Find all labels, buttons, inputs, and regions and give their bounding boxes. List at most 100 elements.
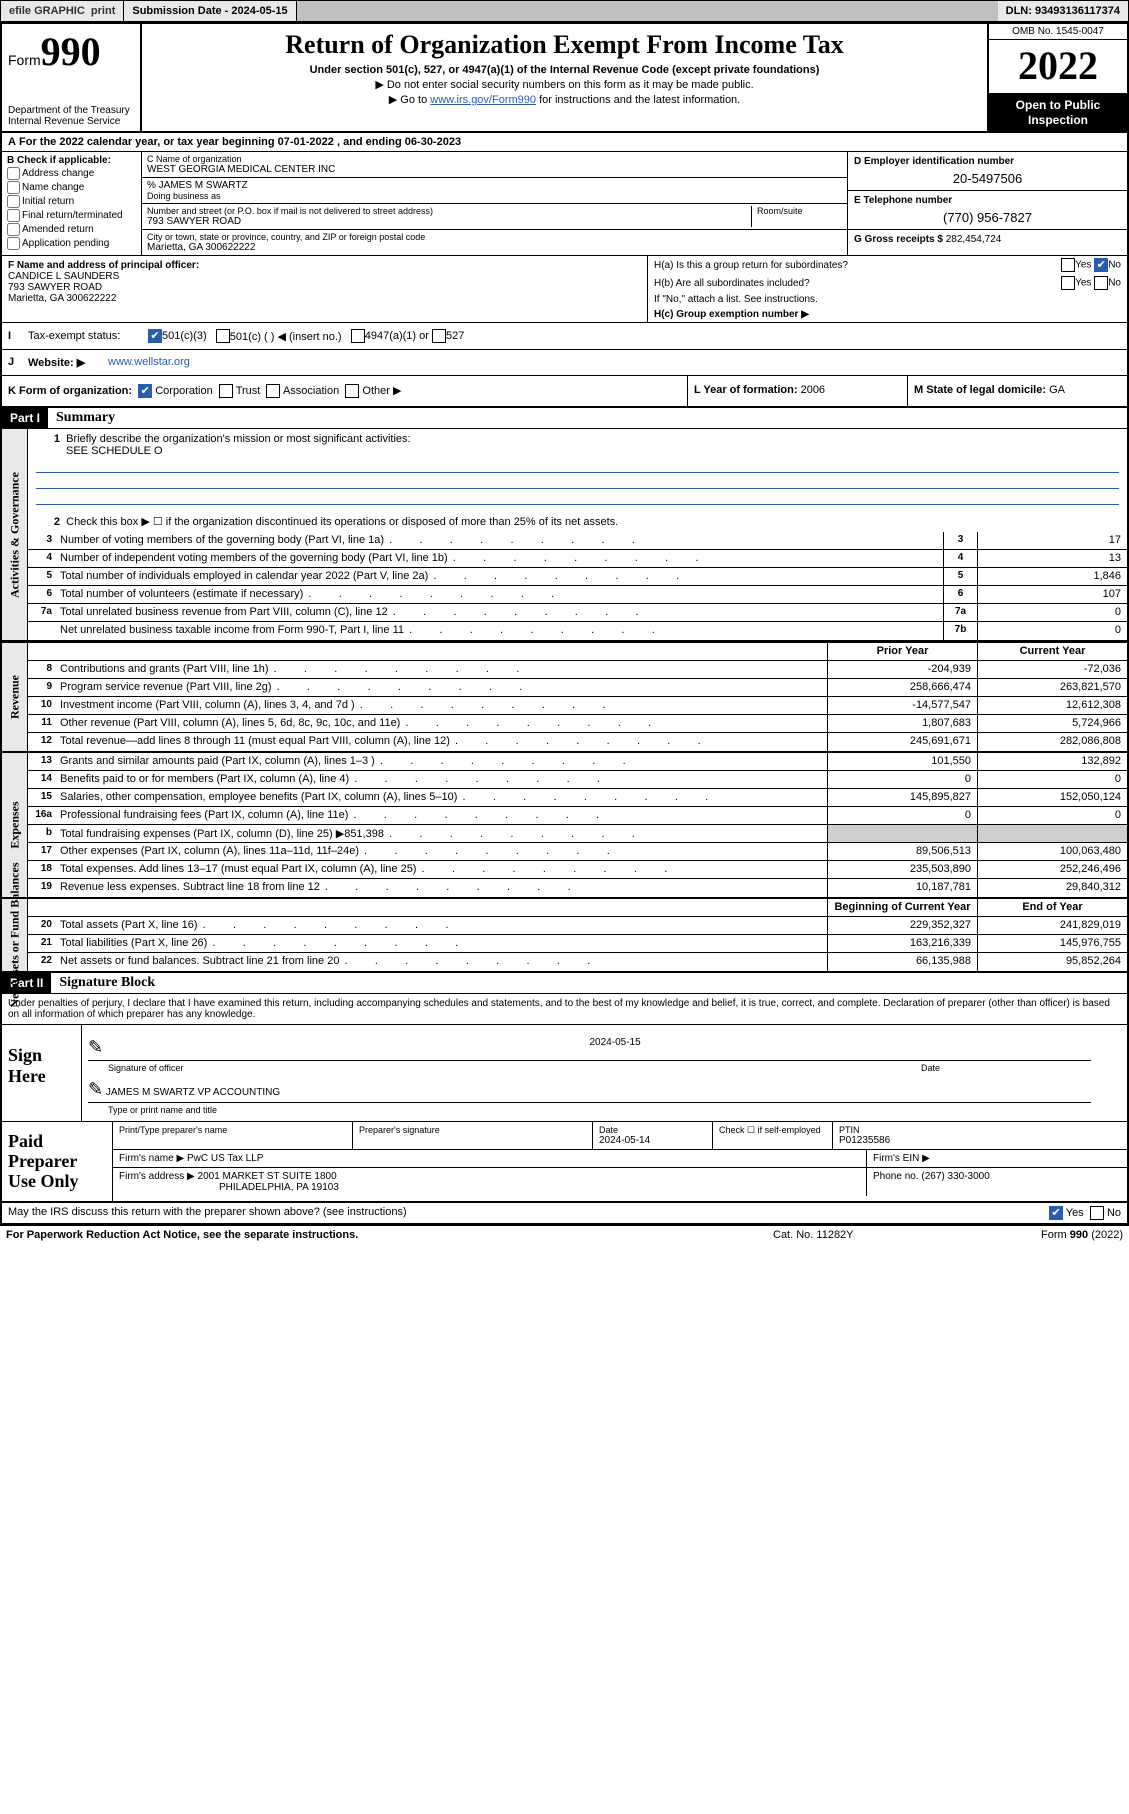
chk-initial-return[interactable]	[7, 195, 20, 208]
summary-line-7a: 7a Total unrelated business revenue from…	[28, 604, 1127, 622]
preparer-date: 2024-05-14	[599, 1135, 706, 1146]
chk-address-change[interactable]	[7, 167, 20, 180]
activities-governance-section: Activities & Governance 1 Briefly descri…	[2, 429, 1127, 642]
tax-year: 2022	[989, 40, 1127, 94]
city-label: City or town, state or province, country…	[147, 232, 842, 242]
paid-preparer-block: Paid Preparer Use Only Print/Type prepar…	[2, 1122, 1127, 1203]
row-f-h: F Name and address of principal officer:…	[2, 256, 1127, 323]
form-number: Form990	[8, 28, 134, 75]
summary-line-9: 9 Program service revenue (Part VIII, li…	[28, 679, 1127, 697]
ha-yes[interactable]	[1061, 258, 1075, 272]
chk-527[interactable]	[432, 329, 446, 343]
row-a-tax-year: A For the 2022 calendar year, or tax yea…	[2, 133, 1127, 152]
org-name-label: C Name of organization	[147, 154, 842, 164]
form-title: Return of Organization Exempt From Incom…	[150, 30, 979, 60]
summary-line-21: 21 Total liabilities (Part X, line 26) 1…	[28, 935, 1127, 953]
mission-line	[36, 475, 1119, 489]
summary-line-7b: Net unrelated business taxable income fr…	[28, 622, 1127, 640]
chk-other[interactable]	[345, 384, 359, 398]
dept-label: Department of the Treasury	[8, 105, 134, 116]
ha-no[interactable]: ✔	[1094, 258, 1108, 272]
paperwork-notice: For Paperwork Reduction Act Notice, see …	[6, 1229, 773, 1241]
chk-4947[interactable]	[351, 329, 365, 343]
summary-line-18: 18 Total expenses. Add lines 13–17 (must…	[28, 861, 1127, 879]
chk-final-return[interactable]	[7, 209, 20, 222]
paid-preparer-label: Paid Preparer Use Only	[2, 1122, 112, 1201]
sign-here-label: Sign Here	[2, 1025, 82, 1121]
header-title-block: Return of Organization Exempt From Incom…	[142, 24, 987, 131]
summary-line-16a: 16a Professional fundraising fees (Part …	[28, 807, 1127, 825]
discuss-row: May the IRS discuss this return with the…	[2, 1203, 1127, 1224]
form-version: Form 990 (2022)	[973, 1229, 1123, 1241]
state-domicile: GA	[1049, 384, 1065, 396]
col-c-org-info: C Name of organization WEST GEORGIA MEDI…	[142, 152, 847, 255]
subtitle-2: ▶ Do not enter social security numbers o…	[150, 78, 979, 91]
summary-line-17: 17 Other expenses (Part IX, column (A), …	[28, 843, 1127, 861]
omb-number: OMB No. 1545-0047	[989, 24, 1127, 40]
header-right: OMB No. 1545-0047 2022 Open to Public In…	[987, 24, 1127, 131]
principal-officer: F Name and address of principal officer:…	[2, 256, 647, 322]
summary-line-3: 3 Number of voting members of the govern…	[28, 532, 1127, 550]
toolbar-spacer	[297, 1, 998, 21]
summary-line-15: 15 Salaries, other compensation, employe…	[28, 789, 1127, 807]
firm-phone: (267) 330-3000	[921, 1171, 989, 1182]
summary-line-6: 6 Total number of volunteers (estimate i…	[28, 586, 1127, 604]
summary-line-10: 10 Investment income (Part VIII, column …	[28, 697, 1127, 715]
print-button[interactable]: print	[91, 5, 115, 17]
discuss-no[interactable]	[1090, 1206, 1104, 1220]
open-to-public: Open to Public Inspection	[989, 94, 1127, 131]
summary-line-b: b Total fundraising expenses (Part IX, c…	[28, 825, 1127, 843]
gross-receipts-value: 282,454,724	[946, 234, 1002, 245]
cat-no: Cat. No. 11282Y	[773, 1229, 973, 1241]
q1-label: Briefly describe the organization's miss…	[66, 433, 410, 445]
header-left: Form990 Department of the Treasury Inter…	[2, 24, 142, 131]
street-address: 793 SAWYER ROAD	[147, 216, 751, 227]
side-na: Net Assets or Fund Balances	[7, 863, 22, 1008]
mission-text: SEE SCHEDULE O	[36, 445, 1119, 457]
q2-label: Check this box ▶ ☐ if the organization d…	[66, 516, 618, 528]
summary-line-11: 11 Other revenue (Part VIII, column (A),…	[28, 715, 1127, 733]
expenses-section: Expenses 13 Grants and similar amounts p…	[2, 753, 1127, 899]
addr-label: Number and street (or P.O. box if mail i…	[147, 206, 751, 216]
rev-header-row: Prior Year Current Year	[28, 643, 1127, 661]
irs-label: Internal Revenue Service	[8, 116, 134, 127]
part2-header: Part II Signature Block	[2, 973, 1127, 994]
top-toolbar: efile GRAPHIC print Submission Date - 20…	[0, 0, 1129, 22]
firm-address-1: 2001 MARKET ST SUITE 1800	[198, 1171, 337, 1182]
summary-line-12: 12 Total revenue—add lines 8 through 11 …	[28, 733, 1127, 751]
hb-no[interactable]	[1094, 276, 1108, 290]
instructions-link[interactable]: www.irs.gov/Form990	[430, 94, 536, 106]
chk-trust[interactable]	[219, 384, 233, 398]
summary-line-5: 5 Total number of individuals employed i…	[28, 568, 1127, 586]
ptin: P01235586	[839, 1135, 1121, 1146]
firm-address-2: PHILADELPHIA, PA 19103	[119, 1182, 339, 1193]
summary-line-14: 14 Benefits paid to or for members (Part…	[28, 771, 1127, 789]
hb-yes[interactable]	[1061, 276, 1075, 290]
org-name: WEST GEORGIA MEDICAL CENTER INC	[147, 164, 842, 175]
room-label: Room/suite	[757, 206, 842, 216]
subtitle-1: Under section 501(c), 527, or 4947(a)(1)…	[150, 64, 979, 76]
form-header: Form990 Department of the Treasury Inter…	[2, 24, 1127, 133]
chk-name-change[interactable]	[7, 181, 20, 194]
row-j-website: J Website: ▶ www.wellstar.org	[2, 350, 1127, 376]
submission-date: Submission Date - 2024-05-15	[124, 1, 296, 21]
row-k-l-m: K Form of organization: ✔ Corporation Tr…	[2, 376, 1127, 408]
perjury-declaration: Under penalties of perjury, I declare th…	[2, 994, 1127, 1025]
city-state-zip: Marietta, GA 300622222	[147, 242, 842, 253]
care-of: % JAMES M SWARTZ	[147, 180, 842, 191]
form-container: Form990 Department of the Treasury Inter…	[0, 22, 1129, 1226]
firm-name: PwC US Tax LLP	[187, 1153, 264, 1164]
website-link[interactable]: www.wellstar.org	[108, 356, 190, 369]
chk-assoc[interactable]	[266, 384, 280, 398]
chk-501c3[interactable]: ✔	[148, 329, 162, 343]
chk-app-pending[interactable]	[7, 237, 20, 250]
row-i-tax-exempt: I Tax-exempt status: ✔ 501(c)(3) 501(c) …	[2, 323, 1127, 350]
side-ag: Activities & Governance	[7, 472, 22, 598]
chk-501c[interactable]	[216, 329, 230, 343]
chk-amended[interactable]	[7, 223, 20, 236]
chk-corp[interactable]: ✔	[138, 384, 152, 398]
summary-line-19: 19 Revenue less expenses. Subtract line …	[28, 879, 1127, 897]
efile-label: efile GRAPHIC print	[1, 1, 124, 21]
discuss-yes[interactable]: ✔	[1049, 1206, 1063, 1220]
side-rev: Revenue	[7, 675, 22, 719]
